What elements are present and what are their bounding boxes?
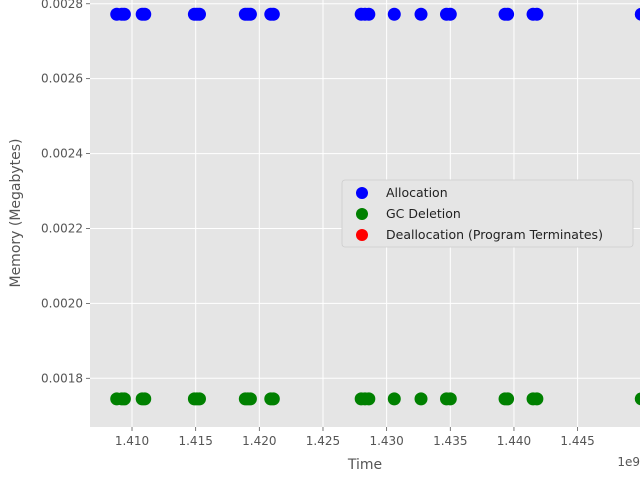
y-tick-label: 0.0024: [41, 147, 83, 161]
legend-marker-allocation: [356, 187, 368, 199]
point-allocation: [192, 7, 206, 21]
x-tick-label: 1.445: [560, 434, 594, 448]
point-allocation: [634, 7, 640, 21]
data-points: [110, 7, 640, 406]
point-gc-deletion: [530, 392, 544, 406]
y-tick-label: 0.0020: [41, 296, 83, 310]
point-allocation: [362, 7, 376, 21]
x-axis-label: Time: [347, 457, 382, 473]
x-tick-label: 1.410: [115, 434, 149, 448]
x-tick-label: 1.425: [306, 434, 340, 448]
point-allocation: [443, 7, 457, 21]
x-tick-label: 1.440: [497, 434, 531, 448]
point-gc-deletion: [501, 392, 515, 406]
point-gc-deletion: [414, 392, 428, 406]
legend-marker-gc-deletion: [356, 208, 368, 220]
point-allocation: [138, 7, 152, 21]
point-gc-deletion: [443, 392, 457, 406]
y-tick-label: 0.0022: [41, 221, 83, 235]
point-allocation: [501, 7, 515, 21]
y-axis: 0.0018 0.0020 0.0022 0.0024 0.0026 0.0028: [41, 0, 90, 385]
y-tick-label: 0.0018: [41, 371, 83, 385]
legend-box: [341, 179, 634, 248]
point-gc-deletion: [362, 392, 376, 406]
point-gc-deletion: [387, 392, 401, 406]
point-gc-deletion: [243, 392, 257, 406]
point-allocation: [117, 7, 131, 21]
x-offset-label: 1e9: [617, 455, 640, 469]
y-tick-label: 0.0026: [41, 72, 83, 86]
point-gc-deletion: [192, 392, 206, 406]
point-gc-deletion: [117, 392, 131, 406]
point-allocation: [414, 7, 428, 21]
legend: Allocation GC Deletion Deallocation (Pro…: [341, 179, 634, 248]
point-allocation: [266, 7, 280, 21]
legend-label-gc-deletion: GC Deletion: [386, 206, 461, 221]
point-allocation: [243, 7, 257, 21]
x-tick-label: 1.430: [369, 434, 403, 448]
legend-label-deallocation: Deallocation (Program Terminates): [386, 227, 603, 242]
y-axis-label: Memory (Megabytes): [8, 138, 24, 287]
x-tick-label: 1.420: [242, 434, 276, 448]
x-tick-label: 1.415: [178, 434, 212, 448]
point-gc-deletion: [266, 392, 280, 406]
x-tick-label: 1.435: [433, 434, 467, 448]
x-axis: 1.410 1.415 1.420 1.425 1.430 1.435 1.440 1.445: [115, 427, 595, 448]
point-allocation: [530, 7, 544, 21]
legend-marker-deallocation: [356, 229, 368, 241]
y-tick-label: 0.0028: [41, 0, 83, 11]
point-gc-deletion: [634, 392, 640, 406]
point-gc-deletion: [138, 392, 152, 406]
point-allocation: [387, 7, 401, 21]
legend-label-allocation: Allocation: [386, 185, 448, 200]
